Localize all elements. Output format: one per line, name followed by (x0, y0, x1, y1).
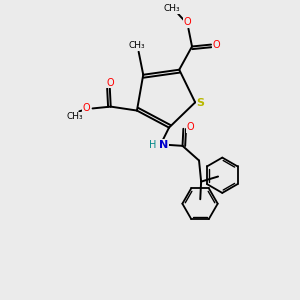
Text: O: O (186, 122, 194, 132)
Text: CH₃: CH₃ (129, 41, 146, 50)
Text: O: O (212, 40, 220, 50)
Text: O: O (106, 77, 114, 88)
Text: CH₃: CH₃ (164, 4, 181, 13)
Text: O: O (82, 103, 90, 113)
Text: N: N (159, 140, 168, 150)
Text: CH₃: CH₃ (67, 112, 83, 121)
Text: S: S (196, 98, 205, 108)
Text: H: H (148, 140, 156, 150)
Text: O: O (184, 17, 191, 27)
